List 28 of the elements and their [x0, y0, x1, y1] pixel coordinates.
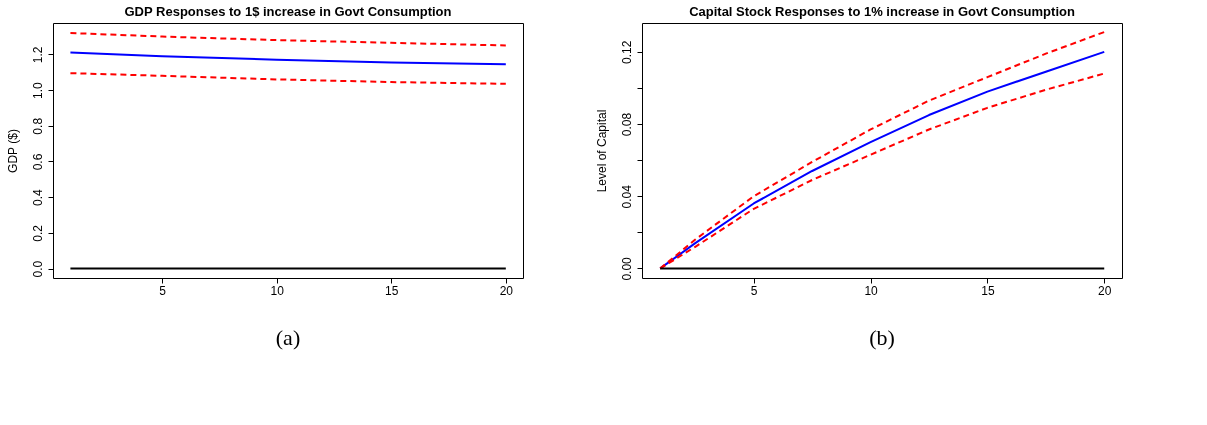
y-tick-label: 0.0: [30, 260, 45, 278]
y-tick-label: 1.2: [30, 46, 45, 64]
line-series: [69, 51, 507, 66]
x-tick-label: 20: [499, 283, 514, 298]
line-series: [69, 72, 507, 85]
x-tick-label: 5: [750, 283, 758, 298]
y-tick-label: 0.8: [30, 117, 45, 135]
y-tick-label: 0.12: [619, 40, 634, 65]
chart-title: Capital Stock Responses to 1% increase in Govt Consumption: [689, 4, 1075, 19]
y-tick-label: 0.04: [619, 184, 634, 209]
x-tick-label: 15: [981, 283, 995, 298]
y-tick-label: 0.6: [30, 153, 45, 171]
x-tick-label: 5: [159, 283, 167, 298]
line-series: [69, 31, 507, 47]
y-tick-label: 0.00: [619, 256, 634, 281]
x-tick-label: 20: [1098, 283, 1112, 298]
x-tick-label: 15: [385, 283, 399, 298]
y-axis-title: Level of Capital: [594, 109, 609, 193]
y-axis-title: GDP ($): [5, 129, 20, 173]
y-tick-label: 0.08: [619, 112, 634, 137]
text: (b): [869, 325, 895, 350]
y-tick-label: 1.0: [30, 81, 45, 99]
x-tick-label: 10: [270, 283, 285, 298]
y-tick-label: 0.2: [30, 224, 45, 242]
x-tick-label: 10: [864, 283, 879, 298]
chart-title: GDP Responses to 1$ increase in Govt Consumption: [124, 4, 452, 19]
text: (a): [275, 325, 301, 350]
y-tick-label: 0.4: [30, 189, 45, 207]
